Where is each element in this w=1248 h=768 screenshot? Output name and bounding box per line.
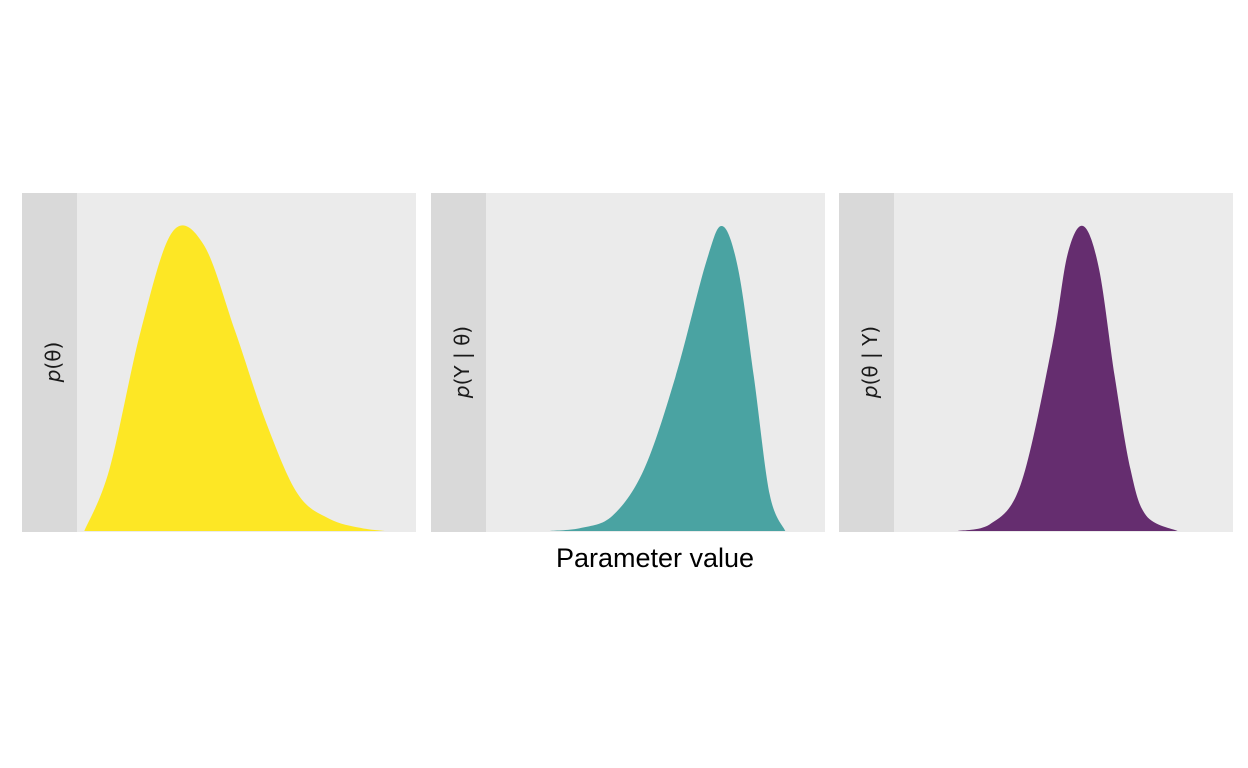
strip-label-posterior: p(θ | Y) <box>858 326 882 399</box>
x-axis-label: Parameter value <box>556 543 754 573</box>
facet-panel-prior: p(θ) <box>22 193 416 532</box>
strip-label-prior: p(θ) <box>41 342 65 384</box>
density-area-likelihood <box>549 225 786 531</box>
facet-panel-posterior: p(θ | Y) <box>839 193 1233 532</box>
strip-label-likelihood: p(Y | θ) <box>450 326 474 399</box>
strip-background <box>431 193 486 532</box>
facet-panel-likelihood: p(Y | θ) <box>431 193 825 532</box>
density-area-posterior <box>957 225 1178 532</box>
density-area-prior <box>84 225 386 531</box>
strip-background <box>22 193 77 532</box>
strip-background <box>839 193 894 532</box>
